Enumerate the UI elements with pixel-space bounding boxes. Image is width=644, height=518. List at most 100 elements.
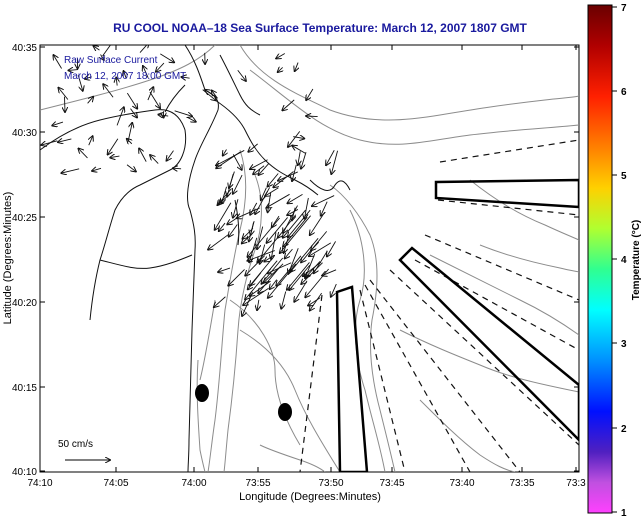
map-layers [40,45,579,472]
current-vector [261,187,267,200]
current-vector [312,195,335,207]
y-tick-label: 40:30 [12,128,37,139]
current-vector [208,234,229,250]
y-tick-label: 40:35 [12,43,37,54]
current-vector [285,248,293,258]
current-vector [89,136,93,146]
current-vector [283,209,306,237]
colorbar-tick-label: 2 [621,424,627,435]
current-vector [301,262,323,284]
current-vector [310,292,323,310]
surface-current-vectors [41,45,339,316]
current-vector [61,168,80,173]
current-vector [248,143,258,152]
y-tick-label: 40:10 [12,467,37,478]
current-vector [321,201,328,216]
current-vector [283,216,308,246]
colorbar-tick-label: 7 [621,3,627,14]
current-vector [173,168,182,169]
current-vector [292,146,306,154]
current-vector [223,149,227,156]
x-axis-label: Longitude (Degrees:Minutes) [239,491,381,503]
current-vector [214,296,226,307]
current-vector [156,62,165,72]
current-vector [68,70,79,71]
x-tick-label: 74:00 [181,478,206,489]
current-vector [258,268,280,293]
current-vector [108,138,119,155]
current-vector [181,77,190,78]
current-vector [292,164,297,181]
current-vector [327,241,336,256]
bathymetry-contours [40,45,579,472]
current-vector [257,226,264,250]
current-vector [52,122,64,126]
current-vector [250,256,274,285]
current-vector [87,97,94,104]
x-tick-label: 74:10 [27,478,52,489]
x-tick-label: 73:40 [449,478,474,489]
current-vector [53,55,62,69]
current-vector [174,110,192,117]
current-vector [78,149,88,159]
current-vector [130,108,137,118]
current-vector [261,257,284,284]
current-vector [250,202,258,215]
station-marker-2 [278,403,292,421]
current-vector [301,231,328,262]
current-vector [276,53,286,58]
current-vector [268,192,271,213]
x-tick-label: 74:05 [103,478,128,489]
current-vector [250,159,268,169]
current-vector [264,263,284,283]
current-vector [289,264,311,290]
x-tick-label: 73:45 [379,478,404,489]
current-vector [276,255,302,286]
colorbar-tick-label: 5 [621,171,627,182]
current-vector [127,139,132,144]
current-vector [287,209,299,215]
current-vector [237,69,246,81]
x-tick-label: 73:3 [566,478,586,489]
x-tick-label: 73:55 [245,478,270,489]
y-tick-label: 40:15 [12,383,37,394]
current-vector [251,222,254,234]
current-vector [259,163,270,175]
current-vector [41,140,58,145]
current-vector [102,45,114,57]
map-title: RU COOL NOAA–18 Sea Surface Temperature:… [113,21,527,35]
current-vector [309,242,332,256]
current-vector [101,54,104,59]
current-vector [116,78,117,86]
current-vector [92,168,102,171]
current-vector [282,99,295,111]
current-vector [326,150,335,165]
current-vector [303,261,322,276]
current-vector [247,250,275,261]
current-vector [293,137,304,139]
current-vector [58,88,69,100]
current-vector [126,164,136,172]
current-vector [212,91,217,98]
current-vector [278,171,298,181]
current-vector [245,260,278,300]
colorbar-ticks: 7 6 5 4 3 2 1 [612,3,627,518]
current-vector [215,202,232,230]
colorbar-label: Temperature (°C) [631,220,642,301]
current-vector [331,283,337,297]
current-vector [139,148,147,162]
radar-sectors [335,178,579,472]
current-vector [247,217,280,257]
current-vector [232,154,241,169]
current-vector [268,173,279,186]
current-vector [294,280,308,302]
y-tick-label: 40:25 [12,213,37,224]
current-vector [290,237,319,271]
current-vector [288,209,311,237]
current-vector [253,165,265,174]
current-vector [331,150,339,174]
overlay-label-current: Raw Surface Current [64,55,158,66]
overlay-label-date: March 12, 2007 18:00 GMT [64,71,186,82]
station-marker-1 [195,384,209,402]
y-axis-ticks: 40:35 40:30 40:25 40:20 40:15 40:10 [12,43,579,478]
